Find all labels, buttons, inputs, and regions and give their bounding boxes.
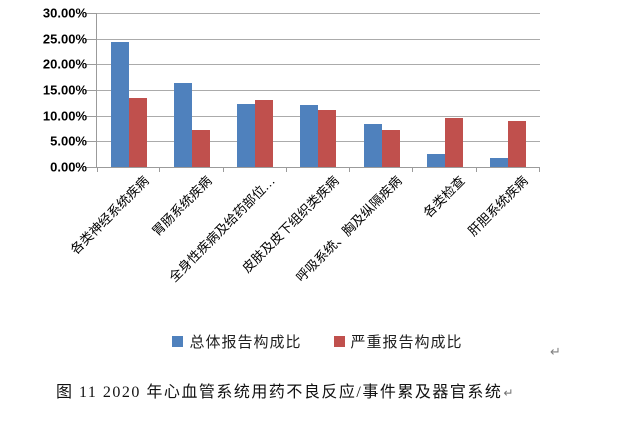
bar-严重报告构成比 [191, 130, 210, 167]
figure-caption: 图 11 2020 年心血管系统用药不良反应/事件累及器官系统↵ [56, 378, 513, 402]
y-axis-label: 20.00% [42, 56, 87, 72]
paragraph-return-mark: ↵ [550, 345, 561, 360]
y-axis-label: 0.00% [50, 159, 87, 175]
bar-group [97, 13, 160, 167]
bar-chart: 30.00% 25.00% 20.00% 15.00% 10.00% 5.00% 0.00%… [43, 6, 540, 352]
x-axis-tick [159, 168, 161, 172]
bar-group [224, 13, 287, 167]
gridline [97, 90, 540, 91]
bar-总体报告构成比 [363, 123, 382, 167]
bar-严重报告构成比 [318, 109, 337, 167]
bar-总体报告构成比 [173, 83, 192, 167]
bar-总体报告构成比 [490, 157, 509, 167]
y-axis-tick [86, 13, 96, 14]
gridline [97, 13, 540, 14]
bar-严重报告构成比 [128, 97, 147, 167]
bar-group [413, 13, 476, 167]
bar-group [350, 13, 413, 167]
bar-group [160, 13, 223, 167]
bar-严重报告构成比 [381, 130, 400, 167]
legend-item: 严重报告构成比 [333, 331, 463, 352]
figure-caption-text: 图 11 2020 年心血管系统用药不良反应/事件累及器官系统 [56, 384, 503, 401]
legend: 总体报告构成比 严重报告构成比 [96, 331, 539, 352]
x-axis-tick [222, 168, 224, 172]
y-axis-tick [86, 115, 96, 117]
y-axis-label: 5.00% [50, 133, 87, 149]
x-axis-tick [97, 168, 98, 172]
plot-area: 30.00% 25.00% 20.00% 15.00% 10.00% 5.00% 0.00%… [43, 6, 540, 285]
x-axis-tick [285, 168, 287, 172]
y-axis-label: 10.00% [42, 108, 87, 124]
gridline [97, 38, 540, 40]
bar-严重报告构成比 [445, 117, 464, 167]
gridline [97, 64, 540, 66]
legend-item: 总体报告构成比 [172, 331, 301, 352]
y-axis-tick [86, 90, 96, 91]
x-axis-tick [475, 168, 477, 172]
x-axis-tick [349, 168, 351, 172]
bar-group [477, 13, 540, 167]
legend-swatch [333, 336, 345, 347]
y-axis-label: 15.00% [42, 82, 87, 98]
legend-swatch [172, 336, 184, 347]
y-axis-tick [86, 64, 96, 66]
bar-总体报告构成比 [300, 105, 319, 167]
x-axis-tick [412, 168, 414, 172]
bar-group [287, 13, 350, 167]
y-axis-tick [86, 38, 96, 40]
bar-总体报告构成比 [237, 104, 256, 167]
caption-return-mark: ↵ [503, 386, 514, 400]
bar-groups [97, 13, 540, 167]
y-axis-tick [86, 141, 96, 143]
bar-严重报告构成比 [508, 121, 527, 167]
y-axis-label: 30.00% [42, 5, 87, 21]
legend-label: 严重报告构成比 [350, 335, 463, 351]
bar-总体报告构成比 [427, 154, 446, 167]
legend-label: 总体报告构成比 [189, 335, 302, 351]
y-axis-label: 25.00% [42, 31, 87, 47]
bar-总体报告构成比 [110, 41, 129, 167]
x-axis-tick [539, 168, 540, 172]
y-axis-tick [86, 167, 96, 168]
bar-严重报告构成比 [255, 100, 274, 167]
